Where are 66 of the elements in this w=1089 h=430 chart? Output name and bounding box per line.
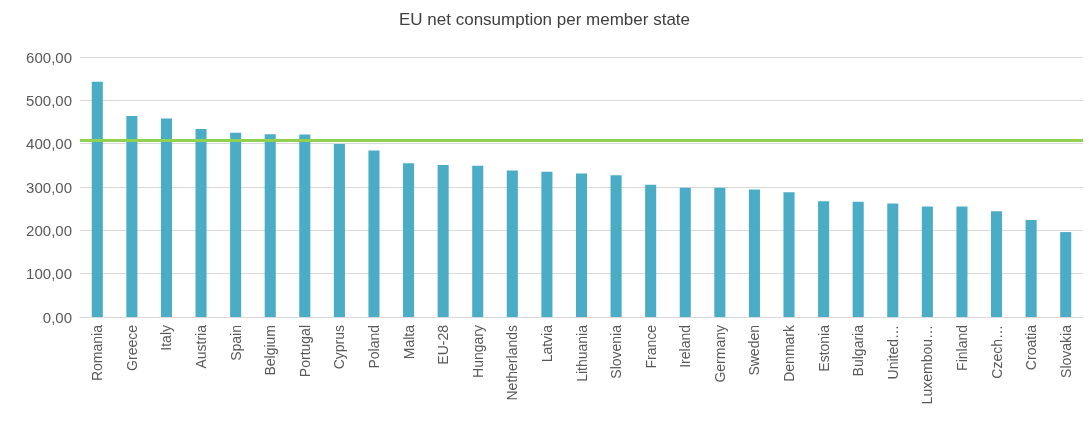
bar [679,187,691,317]
bar [921,206,933,317]
x-tick-label: Bulgaria [850,324,867,377]
x-tick-label: Sweden [746,325,763,376]
x-tick-label: Ireland [677,325,694,368]
bar [748,189,760,317]
bar [1025,219,1037,317]
bar [403,163,415,317]
x-tick-label: Spain [227,325,244,361]
x-tick-label: Portugal [296,325,313,378]
bar [91,81,103,317]
bar [887,203,899,317]
bar [230,132,242,317]
x-tick-label: Czech… [988,325,1005,379]
x-tick-label: Hungary [469,325,486,378]
bar [472,165,484,317]
x-tick-label: Estonia [815,324,832,372]
y-tick-label: 100,00 [26,265,72,283]
bar [437,164,449,317]
x-tick-label: Denmark [781,324,798,382]
x-tick-label: Romania [89,324,106,382]
x-tick-label: France [642,324,659,369]
x-tick-label: Italy [158,325,175,351]
y-tick-label: 300,00 [26,178,72,196]
x-tick-label: Netherlands [504,325,521,401]
x-tick-label: Slovenia [608,324,625,379]
y-tick-label: 400,00 [26,135,72,153]
y-tick-label: 600,00 [26,48,72,66]
x-tick-label: EU-28 [435,324,452,365]
x-tick-label: Latvia [538,324,555,363]
x-tick-label: Luxembou… [919,325,936,405]
x-tick-label: Austria [193,324,210,369]
bar [818,201,830,317]
x-tick-label: Lithuania [573,324,590,382]
chart-title: EU net consumption per member state [398,10,691,29]
x-tick-label: Greece [123,324,140,371]
bar [575,173,588,317]
bar [299,134,311,317]
bar [264,134,276,317]
x-tick-label: Croatia [1023,324,1040,371]
bar [541,171,553,317]
x-tick-label: Finland [953,325,970,371]
x-tick-label: Malta [400,324,417,360]
x-tick-label: Slovakia [1057,324,1074,378]
bar [991,211,1003,317]
bar [956,206,968,317]
bar [368,150,380,317]
bar [610,175,622,317]
bar [506,170,518,317]
bar [333,144,345,317]
bar [160,118,172,317]
y-tick-label: 500,00 [26,91,72,109]
x-tick-label: Germany [711,325,728,383]
x-tick-label: Belgium [262,325,279,376]
bar [783,192,795,317]
y-tick-label: 0,00 [42,308,72,326]
bar [126,115,138,317]
bar [714,187,726,317]
bar [1060,232,1072,317]
bar [852,201,864,317]
x-tick-label: Poland [365,325,382,369]
y-tick-label: 200,00 [26,221,72,239]
bar [195,128,207,317]
x-tick-label: United… [884,325,901,380]
bar [645,184,657,317]
x-tick-label: Cyprus [331,325,348,370]
